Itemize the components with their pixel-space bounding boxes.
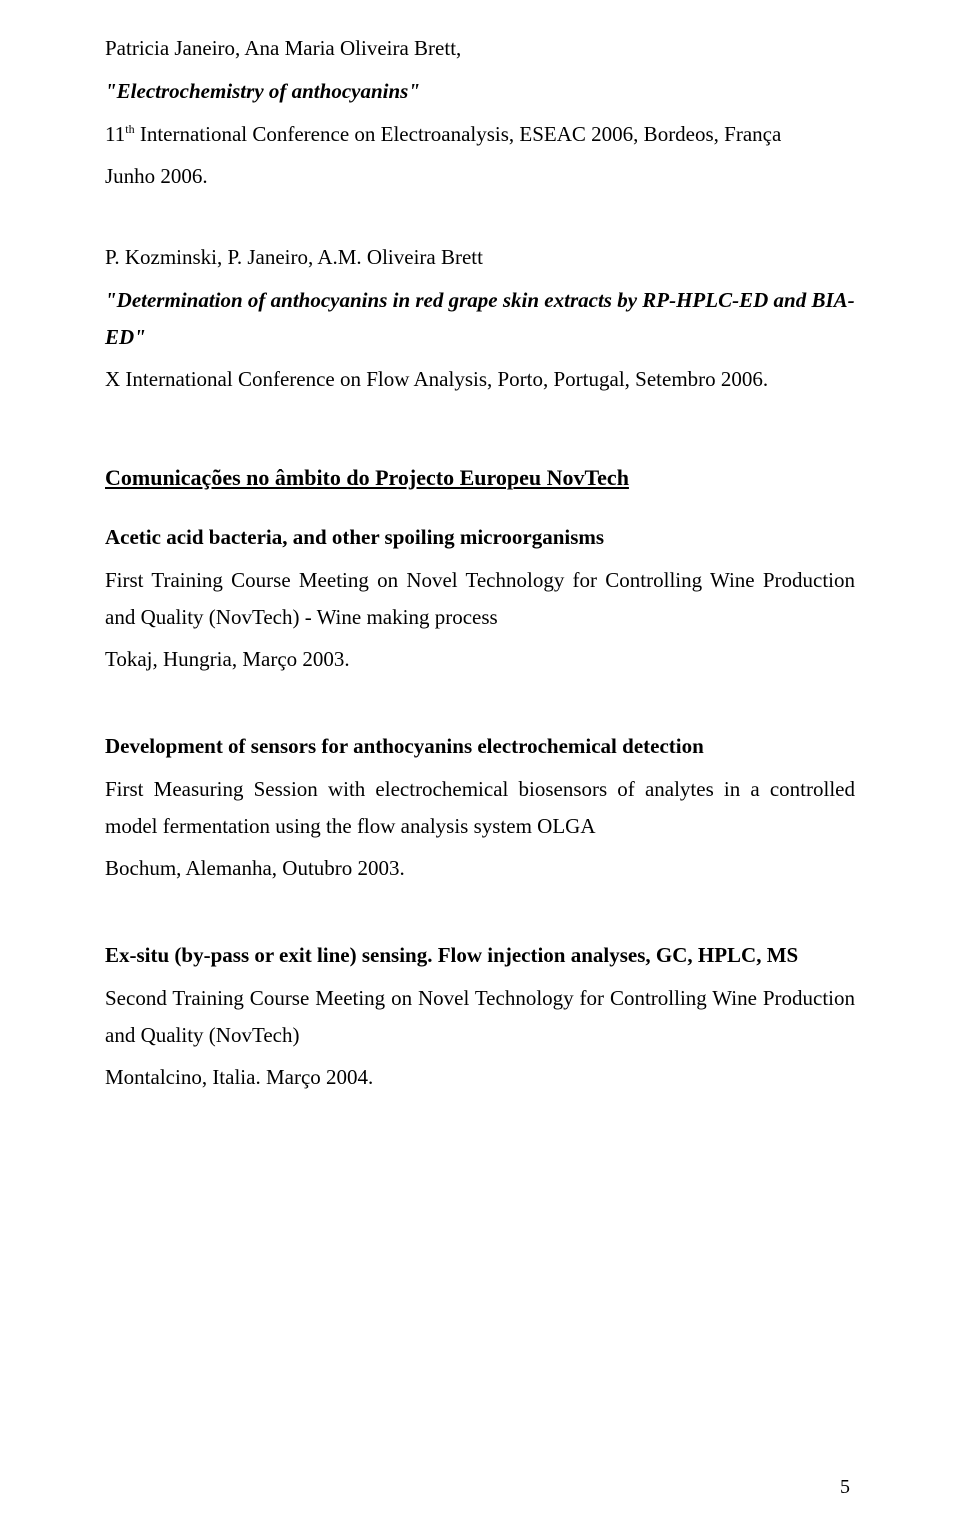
detail-line-2: Montalcino, Italia. Março 2004. [105, 1059, 855, 1096]
reference-entry-5: Ex-situ (by-pass or exit line) sensing. … [105, 937, 855, 1096]
detail-line-1: Second Training Course Meeting on Novel … [105, 980, 855, 1054]
title-line: Ex-situ (by-pass or exit line) sensing. … [105, 937, 855, 974]
reference-entry-4: Development of sensors for anthocyanins … [105, 728, 855, 887]
detail-line-1: First Training Course Meeting on Novel T… [105, 562, 855, 636]
date-line: Junho 2006. [105, 158, 855, 195]
conf-pre: 11 [105, 122, 125, 146]
detail-line-2: Bochum, Alemanha, Outubro 2003. [105, 850, 855, 887]
reference-entry-1: Patricia Janeiro, Ana Maria Oliveira Bre… [105, 30, 855, 195]
reference-entry-3: Acetic acid bacteria, and other spoiling… [105, 519, 855, 678]
ordinal-suffix: th [125, 122, 134, 136]
page-number: 5 [840, 1476, 850, 1499]
conf-rest: International Conference on Electroanaly… [135, 122, 782, 146]
authors-line: P. Kozminski, P. Janeiro, A.M. Oliveira … [105, 239, 855, 276]
detail-line-1: First Measuring Session with electrochem… [105, 771, 855, 845]
authors-line: Patricia Janeiro, Ana Maria Oliveira Bre… [105, 30, 855, 67]
title-line: "Determination of anthocyanins in red gr… [105, 282, 855, 356]
title-line: "Electrochemistry of anthocyanins" [105, 73, 855, 110]
detail-line-2: Tokaj, Hungria, Março 2003. [105, 641, 855, 678]
title-line: Development of sensors for anthocyanins … [105, 728, 855, 765]
document-page: Patricia Janeiro, Ana Maria Oliveira Bre… [0, 0, 960, 1539]
conference-line: 11th International Conference on Electro… [105, 116, 855, 153]
section-heading: Comunicações no âmbito do Projecto Europ… [105, 460, 855, 495]
reference-entry-2: P. Kozminski, P. Janeiro, A.M. Oliveira … [105, 239, 855, 398]
conference-line: X International Conference on Flow Analy… [105, 361, 855, 398]
title-line: Acetic acid bacteria, and other spoiling… [105, 519, 855, 556]
